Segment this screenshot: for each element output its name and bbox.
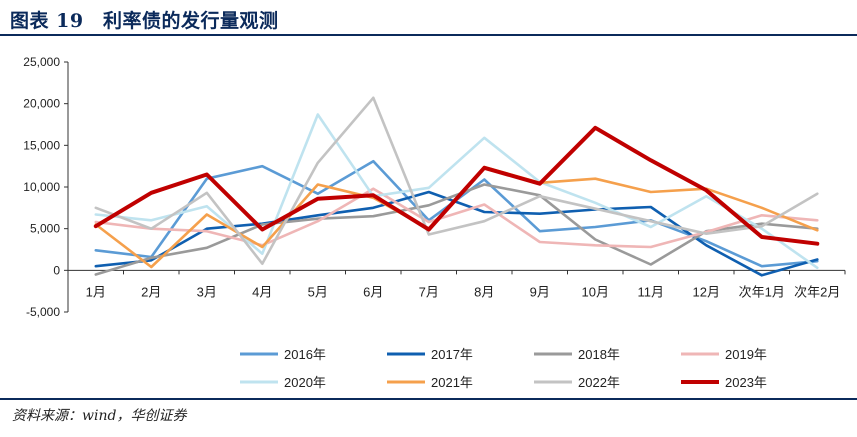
- legend-label-2021: 2021年: [431, 375, 473, 390]
- x-tick-label: 2月: [141, 284, 161, 299]
- chart-series: [93, 96, 820, 277]
- legend-label-2017: 2017年: [431, 347, 473, 362]
- y-tick-label: 25,000: [23, 55, 60, 69]
- legend-label-2023: 2023年: [725, 375, 767, 390]
- y-tick-label: 20,000: [23, 97, 60, 111]
- line-chart: -5,000 0 5,000 10,000 15,000 20,000 25,000 1月 2月…: [23, 55, 846, 390]
- x-tick-label: 6月: [363, 284, 383, 299]
- legend-label-2020: 2020年: [284, 375, 326, 390]
- x-tick-label: 8月: [474, 284, 494, 299]
- x-tick-label: 11月: [638, 284, 665, 299]
- legend-label-2018: 2018年: [578, 347, 620, 362]
- x-tick-label: 10月: [582, 284, 609, 299]
- x-tick-label: 4月: [252, 284, 272, 299]
- chart-axes: -5,000 0 5,000 10,000 15,000 20,000 25,000 1月 2月…: [23, 55, 846, 319]
- x-tick-label: 次年2月: [794, 284, 840, 299]
- series-line-2022: [94, 96, 819, 265]
- source-rule: [0, 398, 857, 400]
- title-rule: [0, 34, 857, 36]
- legend-label-2019: 2019年: [725, 347, 767, 362]
- x-tick-label: 5月: [308, 284, 328, 299]
- x-tick-label: 3月: [197, 284, 217, 299]
- x-tick-label: 次年1月: [739, 284, 785, 299]
- series-line-2017: [94, 190, 819, 277]
- y-tick-label: 15,000: [23, 138, 60, 152]
- x-tick-label: 9月: [530, 284, 550, 299]
- series-line-2020: [94, 113, 819, 270]
- chart-legend: 2016年 2017年 2018年 2019年 2020年 2021年 2022年 2023年: [240, 347, 767, 390]
- y-tick-label: 0: [53, 263, 60, 277]
- chart-title: 图表 19 利率债的发行量观测: [10, 10, 279, 32]
- series-line-2019: [94, 187, 819, 249]
- y-tick-label: 10,000: [23, 180, 60, 194]
- y-tick-label: -5,000: [26, 305, 60, 319]
- legend-label-2016: 2016年: [284, 347, 326, 362]
- legend-label-2022: 2022年: [578, 375, 620, 390]
- x-tick-label: 7月: [419, 284, 439, 299]
- source-note: 资料来源：wind，华创证券: [12, 408, 187, 424]
- series-line-2018: [94, 183, 819, 276]
- series-line-2023: [93, 125, 820, 246]
- y-tick-label: 5,000: [30, 222, 60, 236]
- x-tick-label: 1月: [86, 284, 106, 299]
- x-tick-label: 12月: [693, 284, 720, 299]
